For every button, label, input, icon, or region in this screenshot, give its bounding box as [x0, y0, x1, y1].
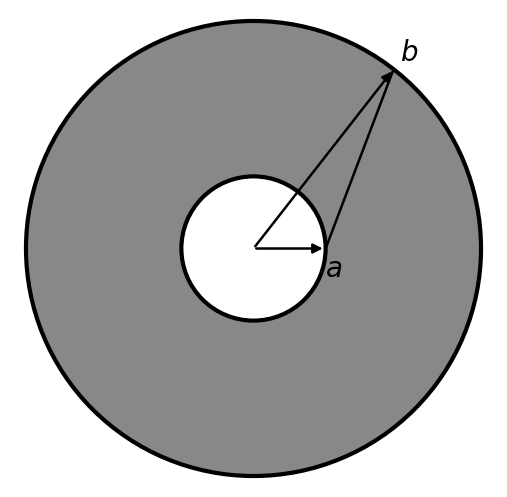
Circle shape [26, 21, 481, 476]
Circle shape [182, 176, 325, 321]
Text: b: b [401, 39, 418, 67]
Text: a: a [326, 255, 343, 283]
